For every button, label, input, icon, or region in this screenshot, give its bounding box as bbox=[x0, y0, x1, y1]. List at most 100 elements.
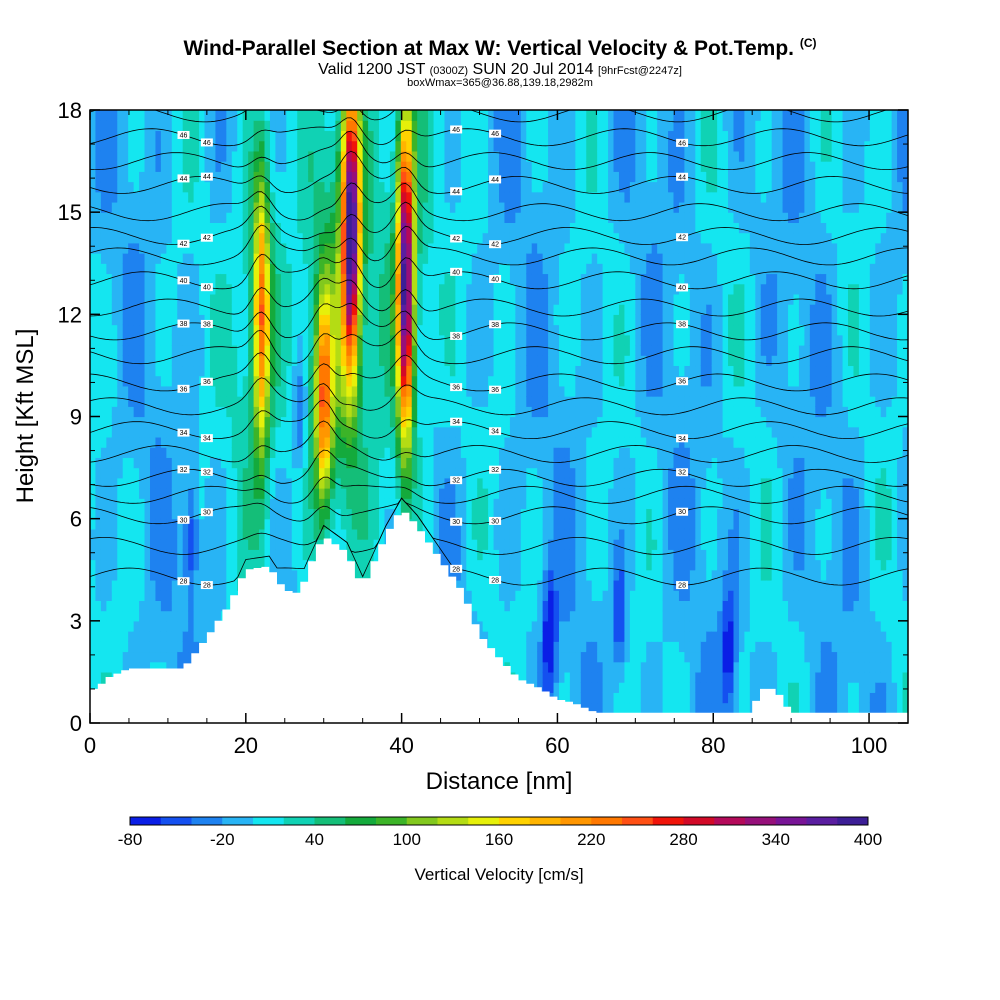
field-cell bbox=[155, 232, 162, 244]
field-cell bbox=[504, 191, 511, 203]
field-cell bbox=[488, 539, 495, 550]
field-cell bbox=[499, 375, 506, 387]
field-cell bbox=[455, 539, 462, 550]
field-cell bbox=[428, 344, 435, 356]
field-cell bbox=[455, 161, 462, 172]
field-cell bbox=[286, 498, 293, 510]
field-cell bbox=[471, 242, 478, 254]
field-cell bbox=[362, 344, 369, 356]
field-cell bbox=[171, 559, 178, 571]
field-cell bbox=[122, 171, 129, 183]
field-cell bbox=[171, 508, 178, 520]
field-cell bbox=[259, 549, 266, 561]
field-cell bbox=[504, 396, 511, 407]
field-cell bbox=[117, 314, 124, 326]
field-cell bbox=[237, 375, 244, 387]
field-cell bbox=[259, 355, 266, 367]
field-cell bbox=[526, 426, 533, 438]
field-cell bbox=[133, 549, 140, 561]
field-cell bbox=[182, 406, 189, 418]
field-cell bbox=[280, 273, 287, 285]
field-cell bbox=[520, 528, 527, 540]
field-cell bbox=[357, 518, 364, 530]
field-cell bbox=[488, 120, 495, 132]
field-cell bbox=[248, 222, 255, 234]
field-cell bbox=[368, 232, 375, 244]
field-cell bbox=[259, 344, 266, 356]
field-cell bbox=[526, 140, 533, 152]
field-cell bbox=[128, 120, 135, 132]
field-cell bbox=[482, 590, 489, 601]
field-cell bbox=[482, 314, 489, 326]
field-cell bbox=[204, 242, 211, 254]
field-cell bbox=[122, 579, 129, 591]
field-cell bbox=[149, 201, 157, 213]
field-cell bbox=[515, 140, 522, 152]
field-cell bbox=[400, 181, 407, 193]
field-cell bbox=[155, 661, 162, 673]
field-cell bbox=[313, 140, 320, 152]
field-cell bbox=[226, 120, 233, 132]
field-cell bbox=[515, 559, 522, 571]
field-cell bbox=[182, 396, 189, 407]
field-cell bbox=[177, 150, 184, 162]
field-cell bbox=[340, 518, 347, 530]
field-cell bbox=[357, 324, 364, 336]
field-cell bbox=[193, 641, 200, 653]
field-cell bbox=[319, 150, 326, 162]
field-cell bbox=[389, 253, 396, 264]
field-cell bbox=[340, 253, 347, 264]
field-cell bbox=[237, 140, 244, 152]
field-cell bbox=[346, 457, 353, 469]
field-cell bbox=[188, 140, 195, 152]
field-cell bbox=[493, 590, 500, 601]
field-cell bbox=[368, 518, 375, 530]
field-cell bbox=[297, 201, 304, 213]
field-cell bbox=[329, 191, 336, 203]
field-cell bbox=[319, 293, 326, 305]
field-cell bbox=[100, 283, 107, 295]
field-cell bbox=[269, 263, 277, 275]
field-cell bbox=[220, 477, 227, 489]
field-cell bbox=[368, 447, 375, 458]
field-cell bbox=[373, 355, 380, 367]
field-cell bbox=[231, 396, 238, 407]
field-cell bbox=[324, 110, 331, 121]
field-cell bbox=[160, 559, 167, 571]
field-cell bbox=[204, 344, 211, 356]
field-cell bbox=[515, 651, 522, 663]
field-cell bbox=[111, 559, 118, 571]
field-cell bbox=[379, 385, 386, 397]
field-cell bbox=[444, 212, 451, 223]
field-cell bbox=[422, 140, 429, 152]
field-cell bbox=[149, 508, 157, 520]
field-cell bbox=[520, 477, 527, 489]
field-cell bbox=[111, 569, 118, 581]
field-cell bbox=[302, 110, 309, 121]
field-cell bbox=[400, 334, 407, 346]
field-cell bbox=[368, 110, 375, 121]
field-cell bbox=[526, 283, 533, 295]
field-cell bbox=[231, 355, 238, 367]
field-cell bbox=[248, 191, 255, 203]
field-cell bbox=[509, 355, 516, 367]
field-cell bbox=[226, 498, 233, 510]
field-cell bbox=[395, 161, 402, 172]
field-cell bbox=[269, 171, 277, 183]
field-cell bbox=[395, 365, 402, 377]
field-cell bbox=[166, 436, 173, 448]
field-cell bbox=[324, 140, 331, 152]
field-cell bbox=[329, 242, 336, 254]
field-cell bbox=[411, 222, 418, 234]
field-cell bbox=[493, 232, 500, 244]
field-cell bbox=[237, 365, 244, 377]
field-cell bbox=[166, 498, 173, 510]
field-cell bbox=[95, 110, 102, 121]
field-cell bbox=[324, 150, 331, 162]
field-cell bbox=[286, 436, 293, 448]
field-cell bbox=[422, 334, 429, 346]
field-cell bbox=[400, 396, 407, 407]
field-cell bbox=[433, 110, 440, 121]
field-cell bbox=[100, 140, 107, 152]
field-cell bbox=[242, 457, 249, 469]
